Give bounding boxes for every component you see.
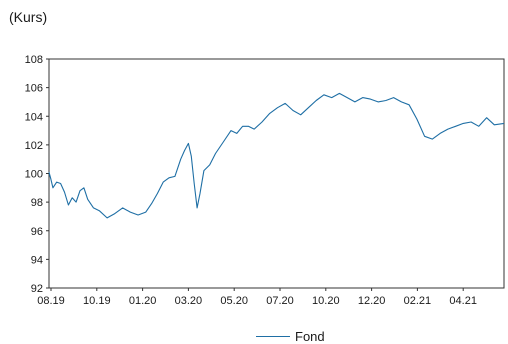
series-layer xyxy=(48,92,505,219)
y-tick-label: 100 xyxy=(25,169,43,181)
y-tick-label: 94 xyxy=(31,254,43,266)
series-line-fond xyxy=(48,92,505,219)
x-tick-label: 04.21 xyxy=(449,295,477,307)
y-tick-label: 98 xyxy=(31,197,43,209)
x-tick-label: 03.20 xyxy=(175,295,203,307)
x-tick-labels: 08.19 10.19 01.20 03.20 05.20 07.20 10.20 12.20… xyxy=(37,288,477,307)
x-tick-label: 02.21 xyxy=(404,295,432,307)
y-tick-label: 92 xyxy=(31,283,43,295)
x-tick-label: 10.19 xyxy=(83,295,111,307)
chart-axes xyxy=(48,58,505,289)
x-tick-label: 08.19 xyxy=(37,295,65,307)
y-tick-labels: 92 94 96 98 100 102 104 106 108 xyxy=(25,54,49,295)
legend-label-fond: Fond xyxy=(295,329,325,344)
legend: Fond xyxy=(256,329,325,344)
x-tick-label: 10.20 xyxy=(312,295,340,307)
plot-frame xyxy=(48,58,505,289)
y-tick-label: 102 xyxy=(25,140,43,152)
y-unit-label: (Kurs) xyxy=(9,9,48,25)
legend-swatch-fond xyxy=(256,336,290,337)
y-tick-label: 108 xyxy=(25,54,43,66)
x-tick-label: 01.20 xyxy=(129,295,157,307)
y-tick-label: 106 xyxy=(25,83,43,95)
y-tick-label: 104 xyxy=(25,111,43,123)
x-tick-label: 05.20 xyxy=(220,295,248,307)
x-tick-label: 07.20 xyxy=(266,295,294,307)
x-tick-label: 12.20 xyxy=(358,295,386,307)
y-tick-label: 96 xyxy=(31,226,43,238)
